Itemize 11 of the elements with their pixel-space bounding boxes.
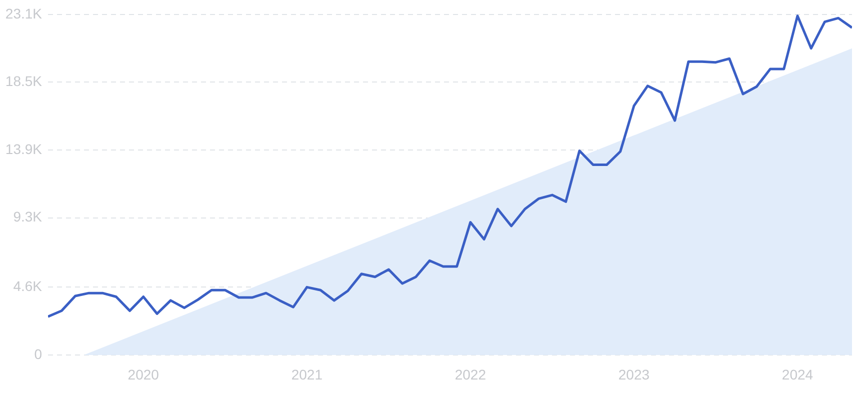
y-tick-label: 13.9K [5, 140, 43, 157]
y-tick-label: 4.6K [13, 278, 43, 294]
x-tick-label: 2024 [782, 366, 814, 382]
y-tick-label: 0 [34, 346, 42, 362]
x-tick-label: 2020 [128, 366, 160, 382]
x-tick-label: 2022 [454, 366, 486, 382]
y-tick-label: 23.1K [5, 5, 43, 22]
y-tick-label: 9.3K [13, 208, 43, 225]
y-tick-label: 18.5K [5, 73, 43, 90]
x-tick-label: 2021 [291, 366, 323, 382]
x-tick-label: 2023 [618, 366, 650, 382]
